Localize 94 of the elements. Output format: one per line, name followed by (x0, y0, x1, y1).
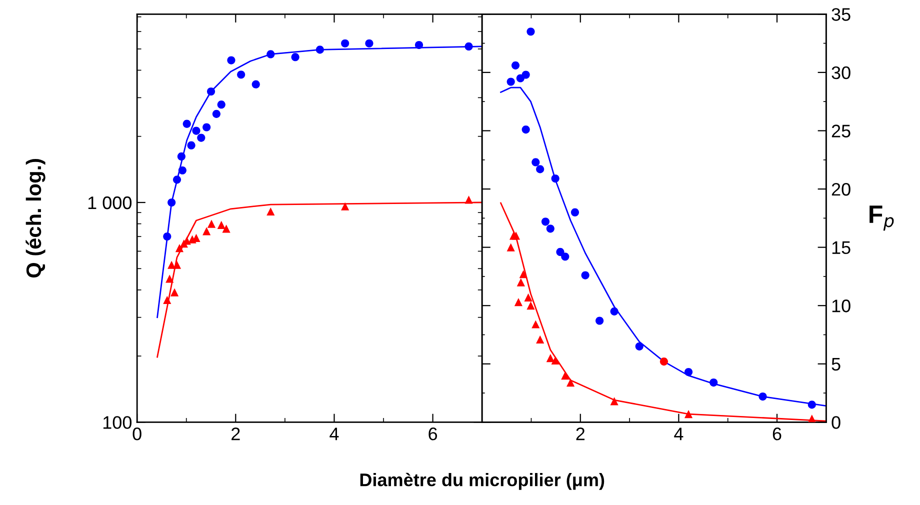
point (561, 372, 570, 380)
point (252, 80, 260, 88)
x-tick-label: 4 (330, 428, 339, 440)
point (536, 165, 544, 174)
point (511, 61, 520, 70)
line-series (500, 202, 826, 422)
point (217, 100, 226, 109)
point (227, 56, 236, 64)
point (512, 232, 520, 240)
y2-tick-label: 20 (832, 182, 850, 196)
point (684, 368, 693, 376)
x-axis-title: Diamètre du micropilier (μm) (360, 472, 604, 490)
point (464, 42, 473, 51)
point (524, 293, 532, 302)
y2-tick-label: 25 (832, 124, 850, 138)
point (514, 298, 523, 306)
point (556, 248, 564, 256)
point (532, 158, 540, 166)
point (168, 260, 176, 269)
point (170, 288, 179, 296)
point (175, 244, 184, 252)
point (610, 307, 618, 316)
point (522, 70, 530, 79)
point (202, 123, 211, 132)
x-tick-label: 2 (232, 428, 240, 440)
y2-tick-label: 30 (832, 66, 850, 80)
point (222, 224, 230, 233)
point (316, 46, 324, 54)
point (206, 87, 216, 96)
point (526, 302, 535, 310)
point (526, 28, 535, 36)
point (610, 397, 618, 406)
point (532, 320, 540, 328)
point (551, 356, 560, 364)
point (207, 220, 216, 228)
point (541, 218, 550, 226)
y2-axis-title: F$_{p}$ (870, 206, 894, 231)
point (519, 270, 528, 278)
point (163, 232, 172, 241)
point (168, 198, 176, 207)
point (808, 400, 816, 409)
point (546, 354, 554, 362)
point (166, 274, 174, 283)
point (266, 50, 275, 58)
point (684, 410, 693, 418)
point (237, 70, 246, 79)
point (581, 271, 590, 280)
x-tick-label: 4 (674, 428, 684, 440)
point (217, 220, 226, 230)
point (187, 141, 196, 150)
point (178, 166, 186, 174)
point (635, 342, 644, 350)
point (192, 126, 200, 135)
point (197, 134, 206, 142)
x-tick-label: 6 (772, 428, 782, 440)
point (710, 378, 718, 387)
y2-tick-label: 5 (832, 358, 840, 371)
point (182, 120, 191, 128)
y-tick-label: 1 000 (88, 196, 132, 210)
point (341, 39, 350, 48)
point (546, 224, 554, 233)
point (506, 78, 515, 86)
point (202, 227, 211, 236)
point (212, 110, 220, 118)
point (758, 392, 767, 401)
point (506, 243, 515, 252)
y-tick-label: 100 (103, 416, 132, 429)
y2-tick-label: 35 (832, 8, 850, 21)
y2-tick-label: 10 (832, 300, 850, 312)
point (551, 174, 560, 183)
point (291, 53, 300, 62)
point (570, 208, 580, 216)
point (522, 126, 530, 134)
point (177, 152, 186, 161)
point (365, 39, 374, 48)
point (516, 278, 525, 286)
point (414, 40, 424, 50)
point (172, 260, 182, 269)
point (596, 316, 604, 325)
x-tick-label: 0 (132, 428, 142, 440)
point (266, 207, 275, 216)
point (341, 202, 350, 210)
y2-tick-label: 15 (832, 241, 850, 254)
point (660, 358, 668, 366)
x-tick-label: 2 (576, 428, 585, 440)
y-axis-title: Q (éch. log.) (26, 159, 46, 278)
x-tick-label: 6 (428, 428, 438, 440)
point (172, 176, 182, 184)
y2-tick-label: 0 (832, 416, 840, 429)
point (561, 252, 570, 261)
point (163, 296, 172, 304)
point (464, 196, 473, 204)
point (566, 378, 575, 387)
point (536, 335, 544, 344)
